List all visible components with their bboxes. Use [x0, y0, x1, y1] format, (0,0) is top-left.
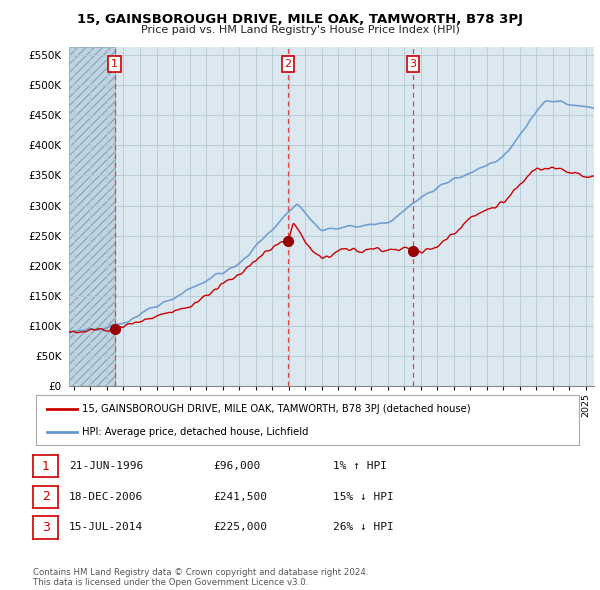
Bar: [69, 47, 115, 386]
Text: £241,500: £241,500: [213, 492, 267, 502]
Text: 26% ↓ HPI: 26% ↓ HPI: [333, 523, 394, 532]
Text: 18-DEC-2006: 18-DEC-2006: [69, 492, 143, 502]
Text: 2: 2: [41, 490, 50, 503]
Text: 15% ↓ HPI: 15% ↓ HPI: [333, 492, 394, 502]
Text: 15-JUL-2014: 15-JUL-2014: [69, 523, 143, 532]
Text: 1: 1: [41, 460, 50, 473]
Text: 3: 3: [410, 59, 416, 69]
Text: 1: 1: [111, 59, 118, 69]
Text: 1% ↑ HPI: 1% ↑ HPI: [333, 461, 387, 471]
Bar: [69, 47, 115, 386]
Text: £225,000: £225,000: [213, 523, 267, 532]
Text: Contains HM Land Registry data © Crown copyright and database right 2024.
This d: Contains HM Land Registry data © Crown c…: [33, 568, 368, 587]
Text: 3: 3: [41, 521, 50, 534]
Text: 2: 2: [284, 59, 292, 69]
Text: HPI: Average price, detached house, Lichfield: HPI: Average price, detached house, Lich…: [82, 427, 308, 437]
Text: 15, GAINSBOROUGH DRIVE, MILE OAK, TAMWORTH, B78 3PJ: 15, GAINSBOROUGH DRIVE, MILE OAK, TAMWOR…: [77, 13, 523, 26]
Text: 21-JUN-1996: 21-JUN-1996: [69, 461, 143, 471]
Text: Price paid vs. HM Land Registry's House Price Index (HPI): Price paid vs. HM Land Registry's House …: [140, 25, 460, 35]
Text: 15, GAINSBOROUGH DRIVE, MILE OAK, TAMWORTH, B78 3PJ (detached house): 15, GAINSBOROUGH DRIVE, MILE OAK, TAMWOR…: [82, 404, 471, 414]
Text: £96,000: £96,000: [213, 461, 260, 471]
